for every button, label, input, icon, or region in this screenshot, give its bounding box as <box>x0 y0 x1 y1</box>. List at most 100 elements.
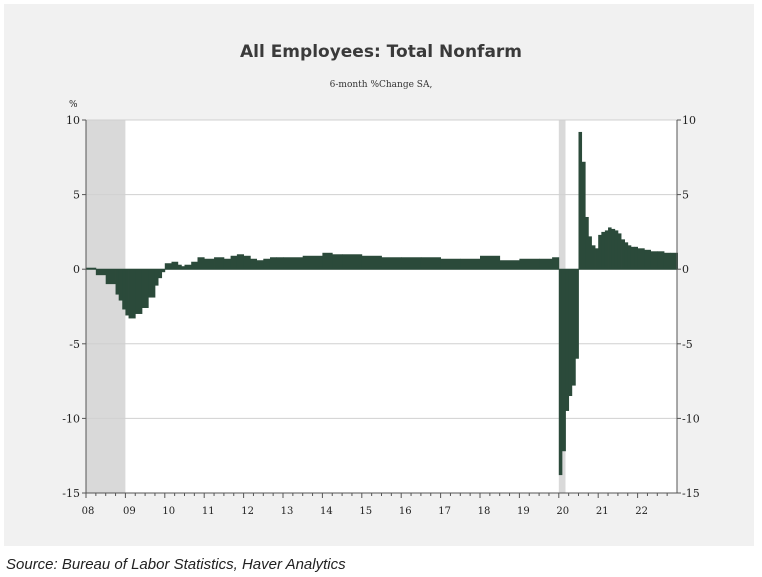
data-bar <box>122 269 126 310</box>
data-bar <box>608 227 612 270</box>
recession-shade <box>86 120 126 493</box>
data-bar <box>118 269 123 301</box>
data-bar <box>558 269 563 476</box>
y-tick-label-right: 10 <box>682 114 696 127</box>
x-tick-label: 19 <box>517 506 530 517</box>
y-tick-label-right: -10 <box>682 412 700 425</box>
data-bar <box>611 228 616 270</box>
data-bar <box>177 264 182 270</box>
data-bar <box>578 131 583 270</box>
data-bar <box>552 257 560 270</box>
data-bar <box>571 269 576 386</box>
y-tick-label-right: -15 <box>682 487 700 500</box>
y-tick-label-right: -5 <box>682 338 693 351</box>
chart-title: All Employees: Total Nonfarm <box>239 42 523 62</box>
data-bar <box>604 230 609 270</box>
x-tick-label: 17 <box>438 506 451 517</box>
data-bar <box>591 245 596 270</box>
data-bar <box>361 255 382 270</box>
data-bar <box>105 269 116 285</box>
data-bar <box>561 269 566 452</box>
data-bar <box>539 258 553 270</box>
data-bar <box>585 216 589 270</box>
data-bar <box>204 258 215 270</box>
x-tick-label: 14 <box>320 506 333 517</box>
data-bar <box>342 254 363 270</box>
data-bar <box>621 239 625 270</box>
data-bar <box>125 269 129 316</box>
data-bar <box>191 261 198 270</box>
x-tick-label: 10 <box>162 506 175 517</box>
data-bar <box>164 263 172 270</box>
data-bar <box>657 251 665 270</box>
data-bar <box>480 255 501 270</box>
data-bar <box>630 246 635 270</box>
data-bar <box>575 269 579 359</box>
data-bar <box>565 269 570 411</box>
data-bar <box>115 269 120 295</box>
data-bar <box>256 260 264 270</box>
data-bar <box>627 245 632 270</box>
data-bar <box>243 255 251 270</box>
data-bar <box>420 257 441 270</box>
data-bar <box>581 161 586 270</box>
data-bar <box>250 258 258 270</box>
data-bar <box>86 267 97 270</box>
x-tick-label: 16 <box>399 506 412 517</box>
x-tick-label: 20 <box>556 506 569 517</box>
data-bar <box>141 269 149 308</box>
chart-subtitle: 6-month %Change SA, <box>329 80 433 90</box>
data-bar <box>614 230 619 270</box>
data-bar <box>184 264 192 270</box>
y-tick-label-left: 5 <box>73 189 80 202</box>
data-bar <box>269 257 277 270</box>
data-bar <box>601 231 606 270</box>
data-bar <box>161 269 166 273</box>
data-bar <box>302 255 323 270</box>
x-tick-label: 18 <box>478 506 491 517</box>
data-bar <box>401 257 422 270</box>
x-tick-label: 08 <box>82 506 95 517</box>
data-bar <box>197 257 205 270</box>
data-bar <box>171 261 179 270</box>
data-bar <box>460 258 481 270</box>
data-bar <box>181 266 185 270</box>
x-tick-label: 13 <box>281 506 294 517</box>
data-bar <box>568 269 573 397</box>
x-tick-label: 22 <box>635 506 648 517</box>
data-bar <box>598 234 602 270</box>
data-bar <box>519 258 540 270</box>
data-bar <box>230 255 238 270</box>
data-bar <box>644 249 652 270</box>
data-bar <box>158 269 163 279</box>
data-bar <box>634 246 638 270</box>
y-tick-label-left: -10 <box>62 412 80 425</box>
data-bar <box>650 251 658 270</box>
y-tick-label-left: -15 <box>62 487 80 500</box>
data-bar <box>499 260 520 270</box>
data-bar <box>637 248 645 270</box>
x-tick-label: 21 <box>596 506 609 517</box>
x-tick-label: 12 <box>241 506 254 517</box>
data-bar <box>154 269 159 286</box>
data-bar <box>332 254 343 270</box>
data-bar <box>283 257 304 270</box>
data-bar <box>588 236 592 270</box>
data-bar <box>617 233 622 270</box>
x-tick-label: 09 <box>123 506 136 517</box>
y-tick-label-left: 10 <box>66 114 80 127</box>
data-bar <box>670 252 678 270</box>
data-bar <box>440 258 461 270</box>
data-bar <box>236 254 244 270</box>
data-bar <box>595 248 599 270</box>
data-bar <box>128 269 136 319</box>
y-tick-label-left: -5 <box>69 338 80 351</box>
y-unit-label: % <box>69 100 78 110</box>
data-bar <box>223 258 231 270</box>
data-bar <box>322 252 333 270</box>
data-bar <box>624 242 629 270</box>
y-tick-label-left: 0 <box>73 263 80 276</box>
x-tick-label: 11 <box>202 506 215 517</box>
data-bar <box>214 257 225 270</box>
